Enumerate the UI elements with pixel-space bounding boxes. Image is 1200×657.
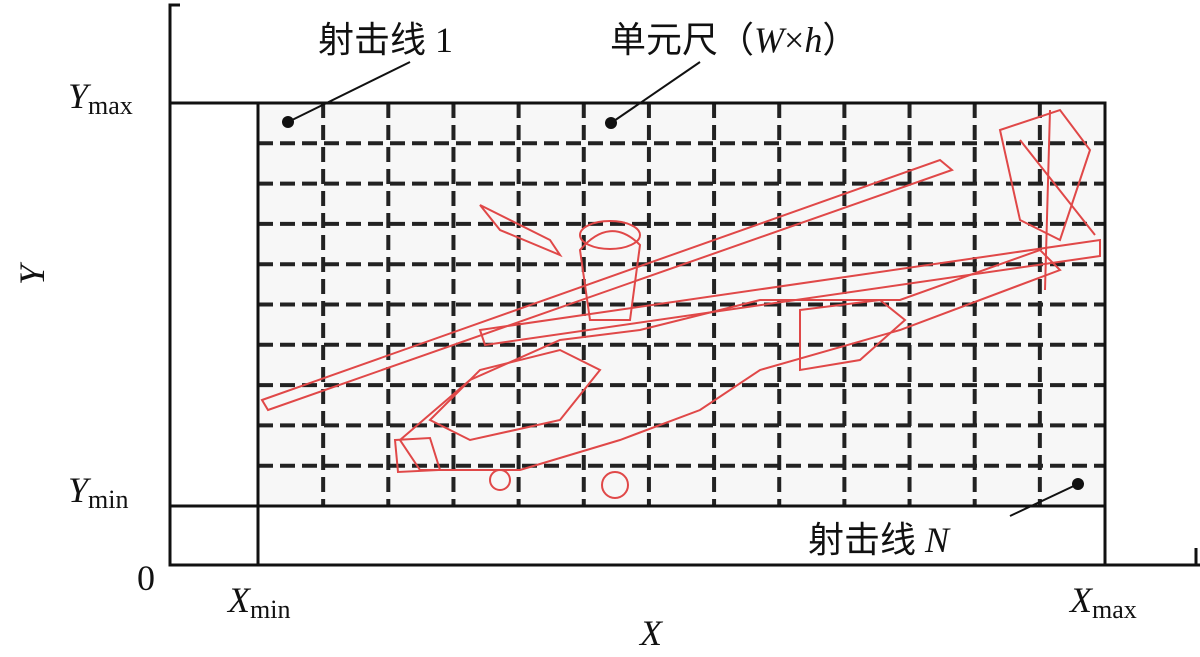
bounds-frame	[170, 101, 1107, 565]
x-max-label: Xmax	[1068, 580, 1137, 624]
y-axis-label: Y	[12, 261, 52, 285]
ray-first-label: 射击线 1	[318, 20, 453, 60]
axes	[168, 3, 1200, 567]
helicopter	[260, 108, 1101, 499]
x-axis-label: X	[638, 613, 664, 653]
leaders	[282, 61, 1084, 517]
origin-label: 0	[137, 558, 155, 598]
x-min-label: Xmin	[226, 580, 290, 624]
y-max-label: Ymax	[68, 76, 133, 120]
ray-last-label: 射击线 N	[808, 520, 951, 560]
y-min-label: Ymin	[68, 470, 128, 514]
cell-size-label: 单元尺（W×h）	[610, 20, 858, 60]
